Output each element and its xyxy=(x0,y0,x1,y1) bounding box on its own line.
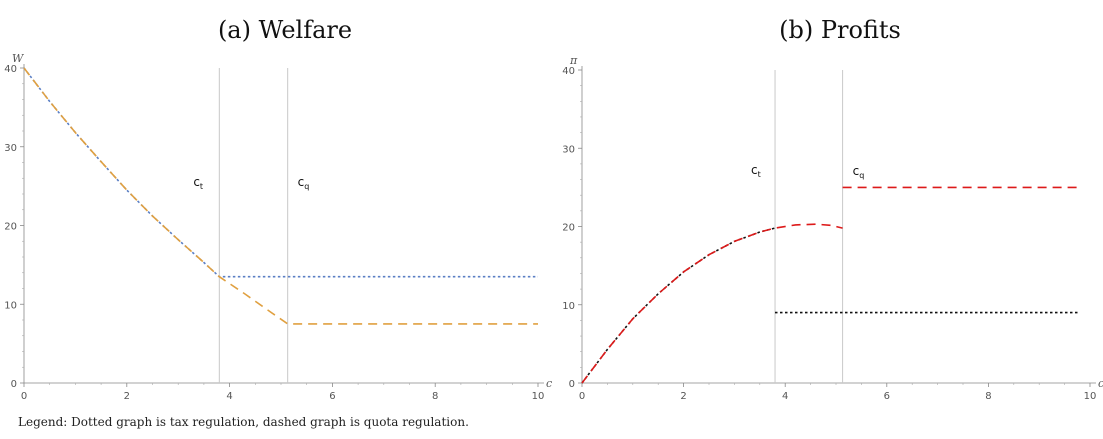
chart1-x-tick-label: 4 xyxy=(782,391,788,402)
chart0-x-tick-label: 0 xyxy=(21,391,27,402)
chart0-title: (a) Welfare xyxy=(218,16,352,44)
chart0-x-tick-label: 8 xyxy=(432,391,438,402)
chart0-x-tick-label: 2 xyxy=(124,391,130,402)
chart0-series-dashed-line xyxy=(23,67,538,325)
chart0-x-axis-label: c xyxy=(546,377,552,390)
chart1-y-tick-label: 40 xyxy=(562,66,575,77)
chart1-x-tick-label: 6 xyxy=(884,391,890,402)
chart1-x-axis-label: c xyxy=(1098,377,1103,390)
chart1-x-tick-label: 10 xyxy=(1084,391,1097,402)
legend-note: Legend: Dotted graph is tax regulation, … xyxy=(18,415,469,429)
chart1-y-tick-label: 0 xyxy=(569,379,575,390)
chart0-threshold-label: cq xyxy=(298,175,310,191)
chart0-x-tick-label: 10 xyxy=(532,391,545,402)
chart0-y-tick-label: 20 xyxy=(4,222,17,233)
chart0-series-dotted-line xyxy=(23,67,538,278)
chart1-y-axis-label: π xyxy=(569,54,578,67)
chart1-series-dashed-line xyxy=(581,223,843,384)
chart1-series-dotted-line xyxy=(581,227,776,384)
chart0-threshold-label: ct xyxy=(193,175,203,191)
chart1-title: (b) Profits xyxy=(779,16,901,44)
chart1-threshold-label: cq xyxy=(853,164,865,180)
chart0-y-tick-label: 40 xyxy=(4,64,17,75)
chart1-y-tick-label: 20 xyxy=(562,223,575,234)
chart1-threshold-label: ct xyxy=(751,163,761,179)
chart0-y-tick-label: 0 xyxy=(11,379,17,390)
chart1-x-tick-label: 2 xyxy=(680,391,686,402)
chart1-y-tick-label: 10 xyxy=(562,301,575,312)
chart1-y-tick-label: 30 xyxy=(562,144,575,155)
chart1-x-tick-label: 8 xyxy=(985,391,991,402)
chart0-x-tick-label: 4 xyxy=(226,391,232,402)
profits-chart-svg: (b) Profits 0 2 4 6 8 10 0 10 20 30 40π c ct cq xyxy=(562,16,1103,402)
profits-chart: (b) Profits 0 2 4 6 8 10 0 10 20 30 40π c ct cq xyxy=(560,0,1103,412)
chart0-x-tick-label: 6 xyxy=(329,391,335,402)
chart1-x-tick-label: 0 xyxy=(579,391,585,402)
chart0-y-tick-label: 10 xyxy=(4,300,17,311)
chart0-y-axis-label: W xyxy=(12,52,25,65)
chart0-y-tick-label: 30 xyxy=(4,143,17,154)
